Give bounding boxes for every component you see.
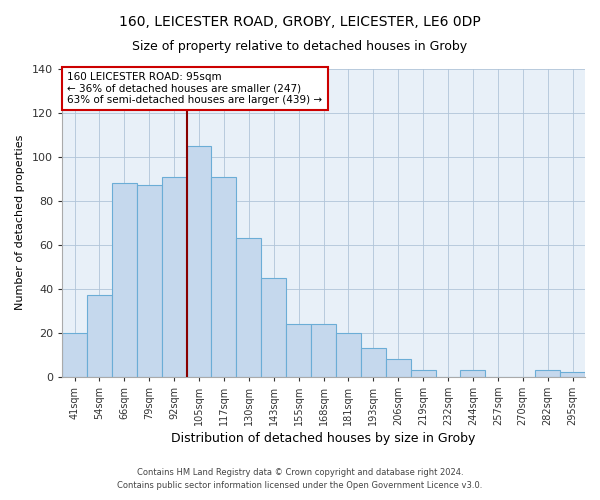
Text: 160, LEICESTER ROAD, GROBY, LEICESTER, LE6 0DP: 160, LEICESTER ROAD, GROBY, LEICESTER, L… (119, 15, 481, 29)
X-axis label: Distribution of detached houses by size in Groby: Distribution of detached houses by size … (172, 432, 476, 445)
Bar (211, 176, 236, 376)
Bar (261, 278, 286, 376)
Bar (386, 359, 410, 376)
Bar (535, 370, 560, 376)
Bar (137, 186, 161, 376)
Bar (62, 332, 87, 376)
Bar (161, 176, 187, 376)
Text: 160 LEICESTER ROAD: 95sqm
← 36% of detached houses are smaller (247)
63% of semi: 160 LEICESTER ROAD: 95sqm ← 36% of detac… (67, 72, 322, 106)
Bar (187, 146, 211, 376)
Bar (560, 372, 585, 376)
Y-axis label: Number of detached properties: Number of detached properties (15, 135, 25, 310)
Bar (236, 238, 261, 376)
Bar (311, 324, 336, 376)
Bar (410, 370, 436, 376)
Text: Contains HM Land Registry data © Crown copyright and database right 2024.
Contai: Contains HM Land Registry data © Crown c… (118, 468, 482, 490)
Bar (87, 296, 112, 376)
Bar (112, 183, 137, 376)
Text: Size of property relative to detached houses in Groby: Size of property relative to detached ho… (133, 40, 467, 53)
Bar (286, 324, 311, 376)
Bar (361, 348, 386, 376)
Bar (460, 370, 485, 376)
Bar (336, 332, 361, 376)
